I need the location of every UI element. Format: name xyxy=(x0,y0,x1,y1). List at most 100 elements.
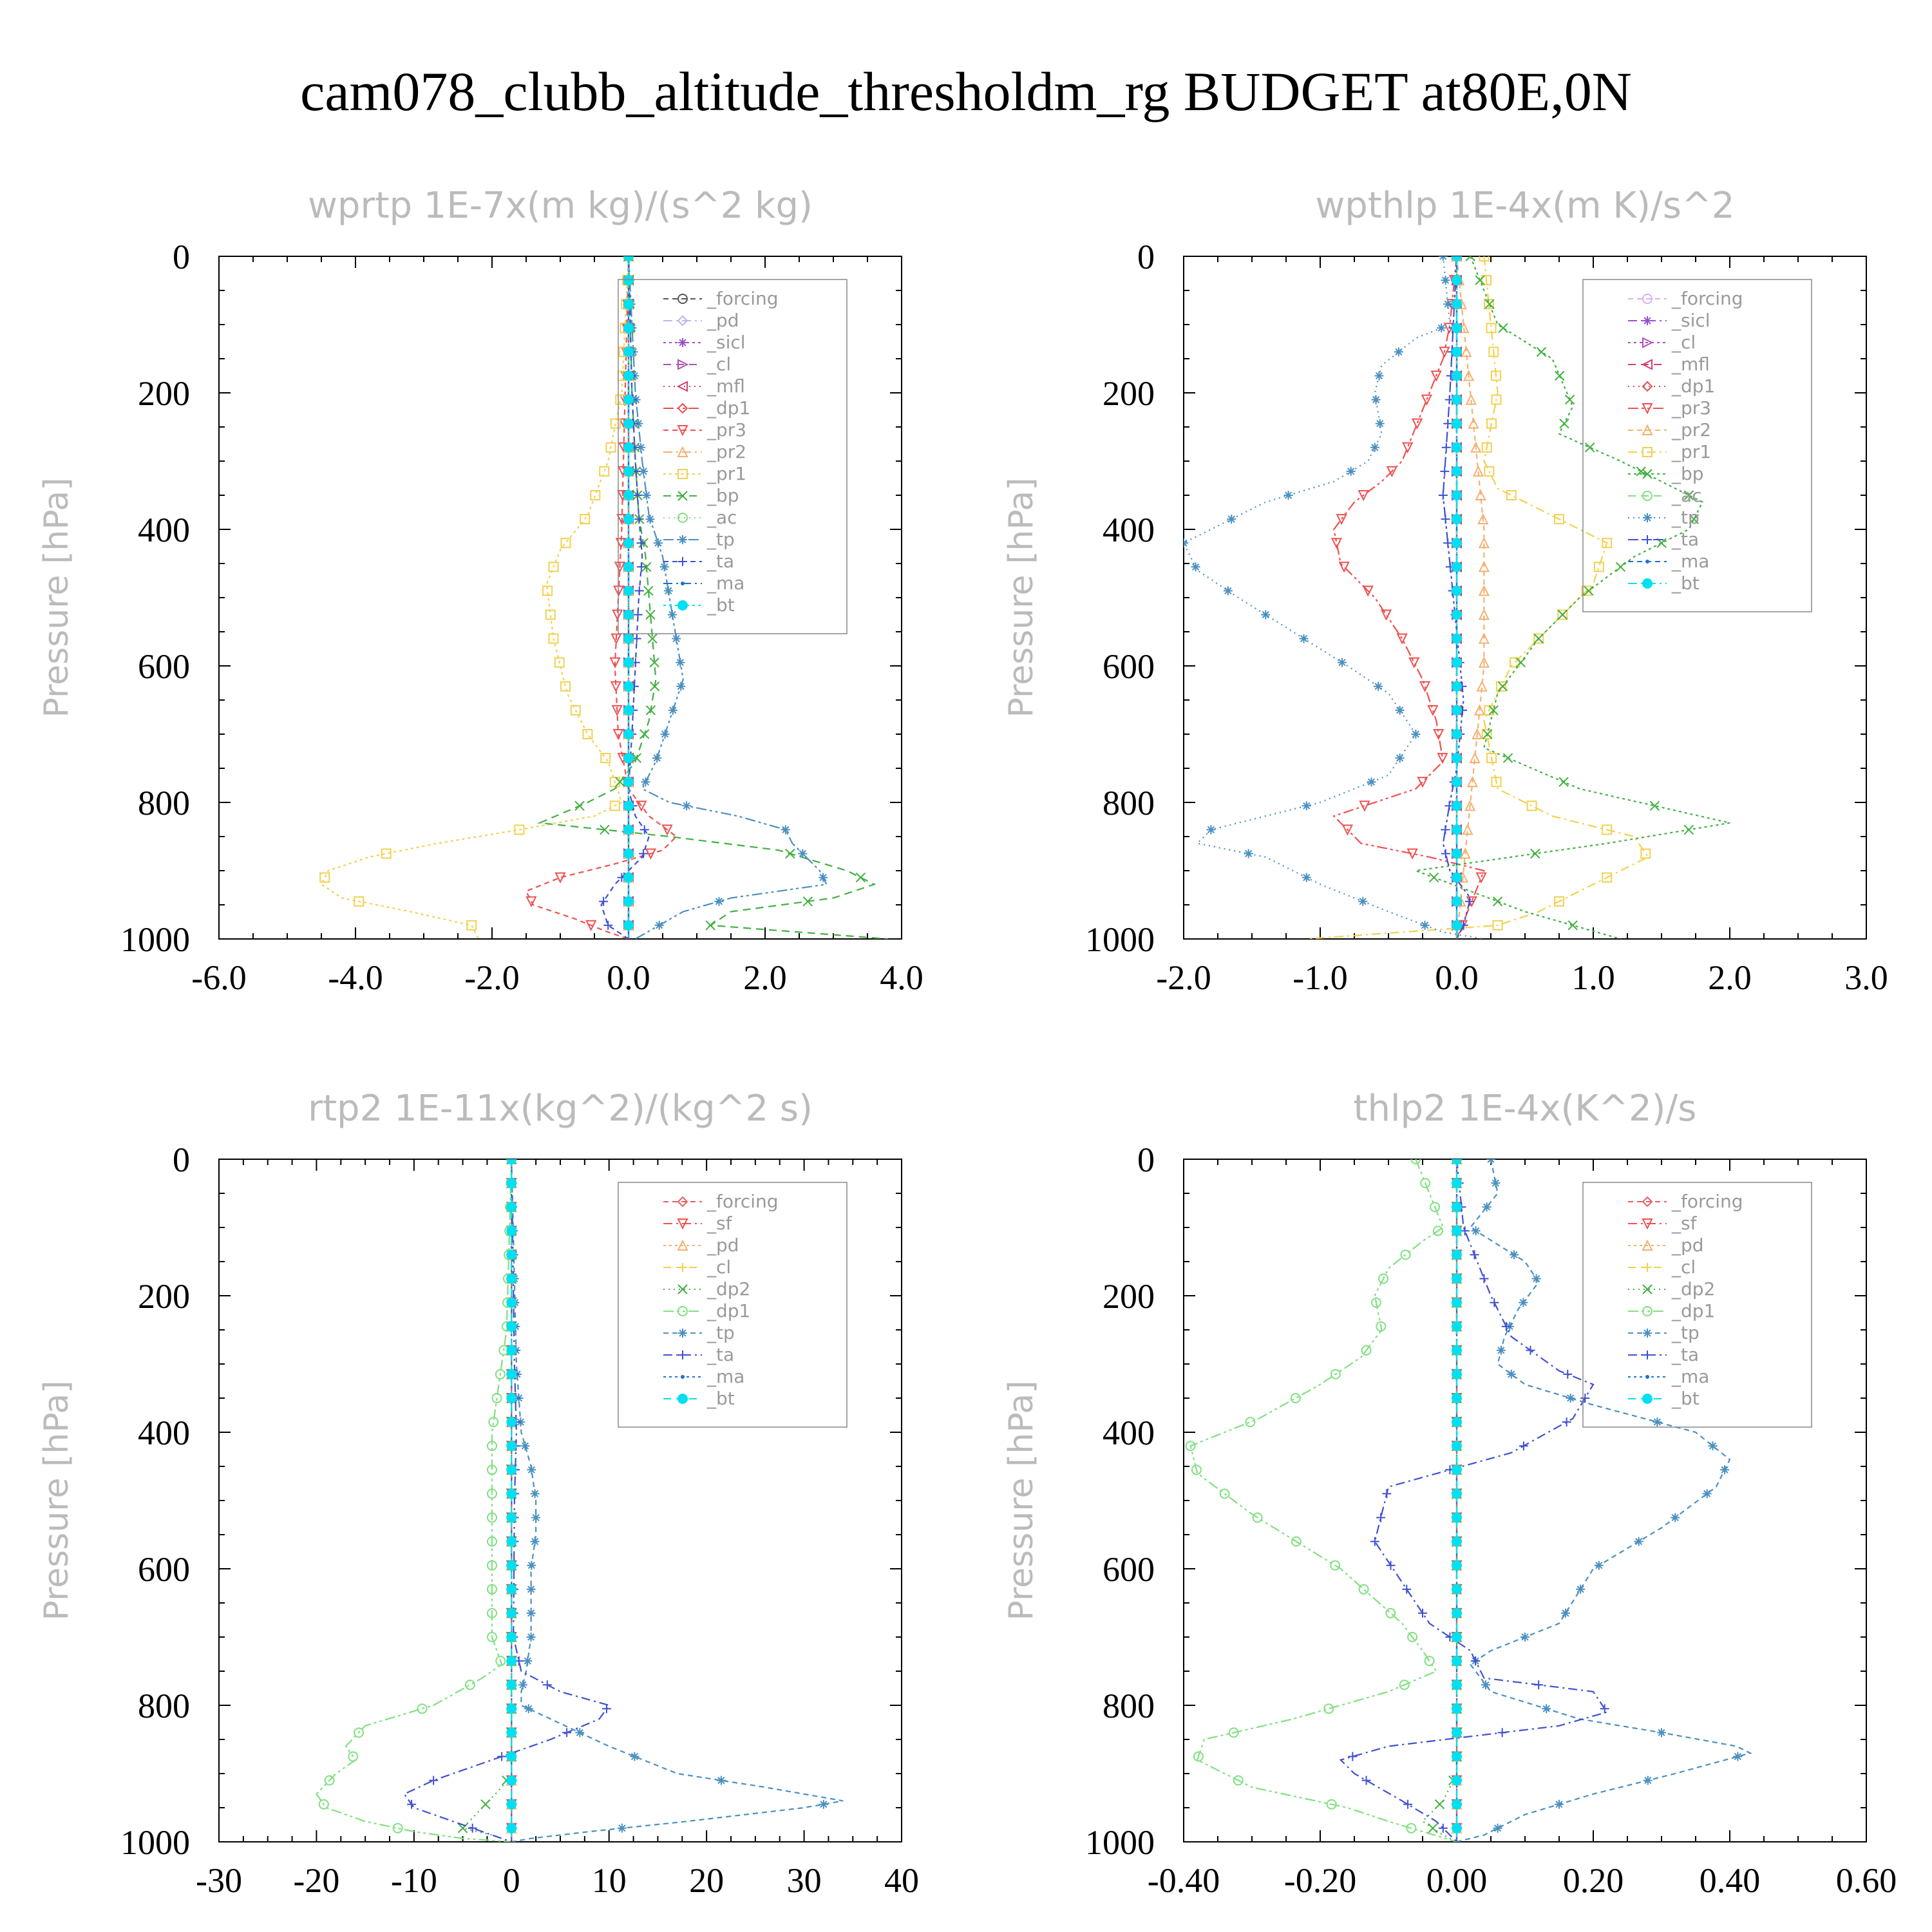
data-point xyxy=(429,1776,439,1785)
data-point xyxy=(1452,323,1462,334)
data-point xyxy=(645,848,657,860)
data-point xyxy=(603,920,613,930)
y-tick-label: 400 xyxy=(138,1414,190,1452)
data-point xyxy=(781,825,790,835)
data-point xyxy=(1519,1298,1528,1307)
data-point xyxy=(1482,729,1493,739)
legend-label: _ac xyxy=(706,507,737,528)
legend-label: _dp2 xyxy=(706,1278,750,1300)
legend-label: _pr3 xyxy=(1671,397,1711,419)
data-point xyxy=(514,824,525,835)
data-point xyxy=(1643,1776,1653,1785)
data-point xyxy=(1452,1393,1462,1403)
data-point xyxy=(580,514,591,525)
data-point xyxy=(1378,1273,1389,1284)
x-tick-label: 2.0 xyxy=(743,958,787,997)
legend-marker xyxy=(677,1306,688,1316)
legend-marker xyxy=(677,315,688,327)
data-point xyxy=(1452,370,1462,381)
data-point xyxy=(649,657,659,668)
data-point xyxy=(623,657,634,668)
data-point xyxy=(672,634,681,643)
data-point xyxy=(1554,514,1564,525)
legend-label: _dp1 xyxy=(706,1300,750,1321)
data-point xyxy=(610,418,621,429)
legend-label: _cl xyxy=(706,1256,731,1278)
legend-label: _tp xyxy=(1671,507,1700,528)
data-point xyxy=(1420,920,1430,930)
data-point xyxy=(1252,1512,1263,1523)
x-tick-label: -6.0 xyxy=(191,958,246,997)
data-point xyxy=(1452,1249,1462,1260)
data-point xyxy=(1452,824,1462,835)
legend-label: _forcing xyxy=(1671,288,1743,309)
data-point xyxy=(1223,586,1233,596)
data-point xyxy=(1472,465,1484,477)
data-point xyxy=(1452,1751,1462,1762)
data-point xyxy=(1438,1823,1448,1833)
data-point xyxy=(520,1441,530,1451)
legend-label: _sicl xyxy=(706,332,746,353)
x-tick-label: -0.40 xyxy=(1148,1861,1220,1900)
data-point xyxy=(1438,256,1448,261)
data-point xyxy=(542,1680,552,1690)
data-point xyxy=(487,1464,497,1475)
legend-label: _bp xyxy=(1671,463,1704,484)
data-point xyxy=(506,1680,517,1690)
data-point xyxy=(1358,1584,1369,1595)
series_tp xyxy=(507,1159,844,1842)
data-point xyxy=(633,610,643,620)
data-point xyxy=(1555,370,1565,381)
data-point xyxy=(506,1488,517,1499)
data-point xyxy=(1330,1560,1341,1571)
data-point xyxy=(610,681,622,693)
y-axis-label: Pressure [hPa] xyxy=(37,478,76,718)
data-point xyxy=(1501,1321,1511,1331)
data-point xyxy=(1330,1368,1341,1379)
data-point xyxy=(1460,1226,1470,1236)
data-point xyxy=(545,609,556,620)
data-point xyxy=(1452,256,1462,261)
data-point xyxy=(1370,1537,1379,1546)
data-point xyxy=(1615,562,1626,573)
y-tick-label: 200 xyxy=(138,374,190,413)
data-point xyxy=(1452,299,1462,310)
legend-label: _mfl xyxy=(706,375,745,397)
data-point xyxy=(1452,490,1462,500)
data-point xyxy=(1452,346,1462,357)
data-point xyxy=(660,730,670,739)
plot-frame xyxy=(218,1159,902,1842)
data-point xyxy=(1484,299,1495,309)
data-point xyxy=(1502,753,1513,763)
data-point xyxy=(623,729,634,739)
data-point xyxy=(1341,824,1354,836)
data-point xyxy=(1708,1441,1718,1451)
data-point xyxy=(1475,275,1485,285)
data-point xyxy=(487,1512,497,1523)
data-point xyxy=(1564,394,1575,405)
data-point xyxy=(623,896,634,907)
legend-label: _dp1 xyxy=(706,397,750,419)
data-point xyxy=(1411,418,1423,430)
data-point xyxy=(1283,491,1293,500)
data-point xyxy=(623,777,634,788)
data-point xyxy=(1361,1345,1372,1356)
data-point xyxy=(1471,1656,1481,1666)
data-point xyxy=(1498,323,1508,334)
data-point xyxy=(1471,1226,1481,1236)
data-point xyxy=(575,1728,585,1738)
legend-label: _ma xyxy=(1671,551,1709,572)
x-tick-label: -4.0 xyxy=(328,958,383,997)
legend-marker xyxy=(677,1218,688,1230)
data-point xyxy=(531,1513,541,1522)
data-point xyxy=(1385,1607,1396,1618)
legend-label: _sf xyxy=(706,1213,733,1234)
legend-label: _bt xyxy=(1671,573,1700,594)
legend-label: _mfl xyxy=(1671,354,1710,375)
data-point xyxy=(631,753,642,763)
data-point xyxy=(506,1321,517,1332)
data-point xyxy=(1452,1512,1462,1523)
data-point xyxy=(506,1512,517,1523)
data-point xyxy=(1530,848,1540,859)
data-point xyxy=(1497,1728,1507,1738)
